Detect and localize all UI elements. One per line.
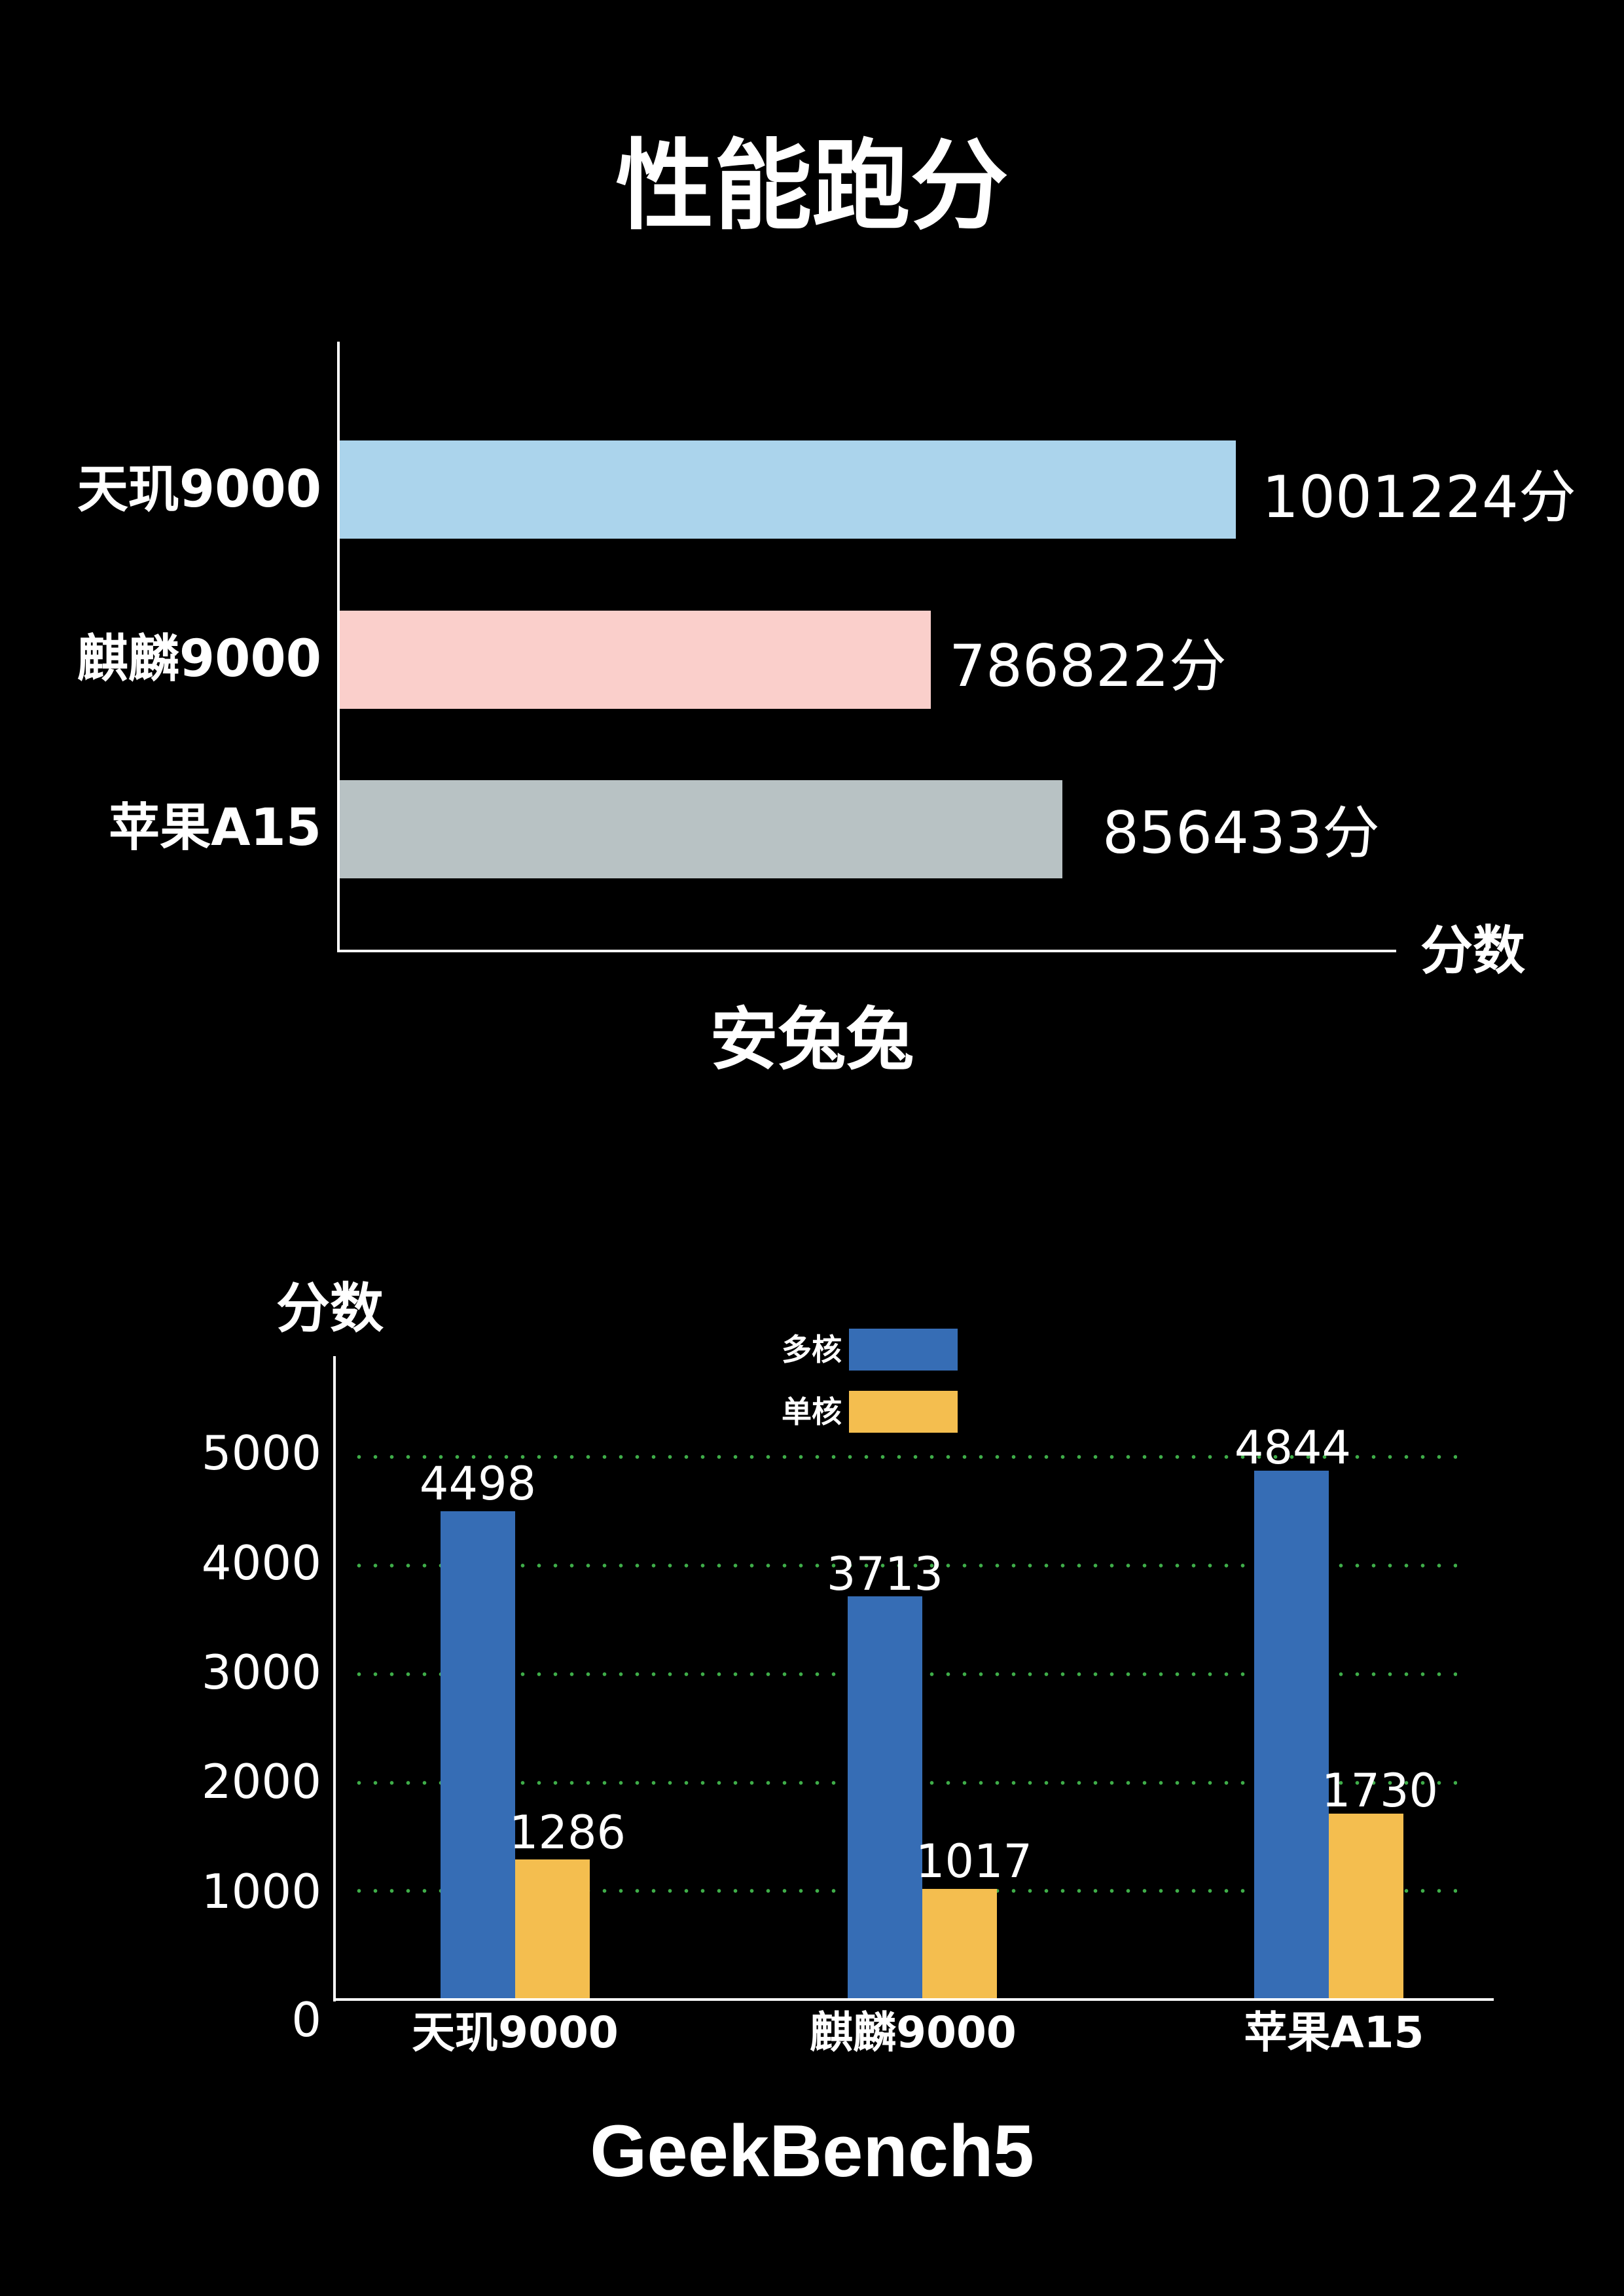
- bar-value-label: 1017: [915, 1835, 1033, 1888]
- antutu-value-label: 786822分: [949, 632, 1227, 700]
- bar-single-dimensity-9000: [515, 1859, 590, 1999]
- y-tick-4000: 4000: [201, 1535, 321, 1590]
- antutu-bar-dimensity-9000: [340, 440, 1236, 539]
- legend-swatch-multi-core: [849, 1329, 958, 1371]
- geekbench-caption: GeekBench5: [590, 2110, 1034, 2192]
- bar-value-label: 1730: [1321, 1764, 1439, 1818]
- antutu-y-axis: [337, 342, 340, 952]
- bar-value-label: 3713: [826, 1547, 944, 1601]
- legend-swatch-single-core: [849, 1391, 958, 1433]
- bar-multi-apple-a15: [1254, 1471, 1329, 1999]
- antutu-caption: 安兔兔: [710, 999, 914, 1079]
- bar-value-label: 4844: [1234, 1421, 1352, 1475]
- legend-label-multi-core: 多核: [782, 1332, 842, 1367]
- gridline-5000: [351, 1455, 1457, 1459]
- y-tick-1000: 1000: [201, 1864, 321, 1919]
- antutu-bar-kirin-9000: [340, 611, 931, 709]
- bar-value-label: 1286: [509, 1806, 626, 1859]
- geekbench-x-axis: [333, 1998, 1494, 2001]
- legend-label-single-core: 单核: [782, 1394, 842, 1429]
- x-category-label: 天玑9000: [412, 2007, 619, 2058]
- antutu-bar-apple-a15: [340, 780, 1062, 878]
- x-category-label: 麒麟9000: [810, 2007, 1017, 2058]
- gridline-4000: [351, 1564, 1457, 1568]
- bar-value-label: 4498: [419, 1457, 537, 1511]
- y-tick-5000: 5000: [201, 1426, 321, 1480]
- antutu-x-axis-label: 分数: [1420, 920, 1525, 981]
- antutu-category-label: 苹果A15: [109, 798, 321, 857]
- bar-single-kirin-9000: [922, 1889, 997, 1999]
- y-tick-3000: 3000: [201, 1645, 321, 1700]
- antutu-x-axis: [337, 950, 1396, 952]
- geekbench-y-axis-label: 分数: [276, 1278, 384, 1340]
- antutu-category-label: 麒麟9000: [77, 630, 321, 689]
- antutu-category-label: 天玑9000: [77, 460, 321, 519]
- geekbench-y-axis: [333, 1356, 336, 2001]
- bar-multi-kirin-9000: [848, 1596, 922, 1999]
- y-tick-0: 0: [291, 1992, 321, 2047]
- antutu-value-label: 1001224分: [1262, 463, 1576, 531]
- y-tick-2000: 2000: [201, 1754, 321, 1809]
- x-category-label: 苹果A15: [1244, 2007, 1424, 2058]
- page-title: 性能跑分: [615, 130, 1009, 243]
- bar-single-apple-a15: [1329, 1814, 1403, 1999]
- antutu-value-label: 856433分: [1102, 799, 1380, 867]
- bar-multi-dimensity-9000: [441, 1511, 515, 1999]
